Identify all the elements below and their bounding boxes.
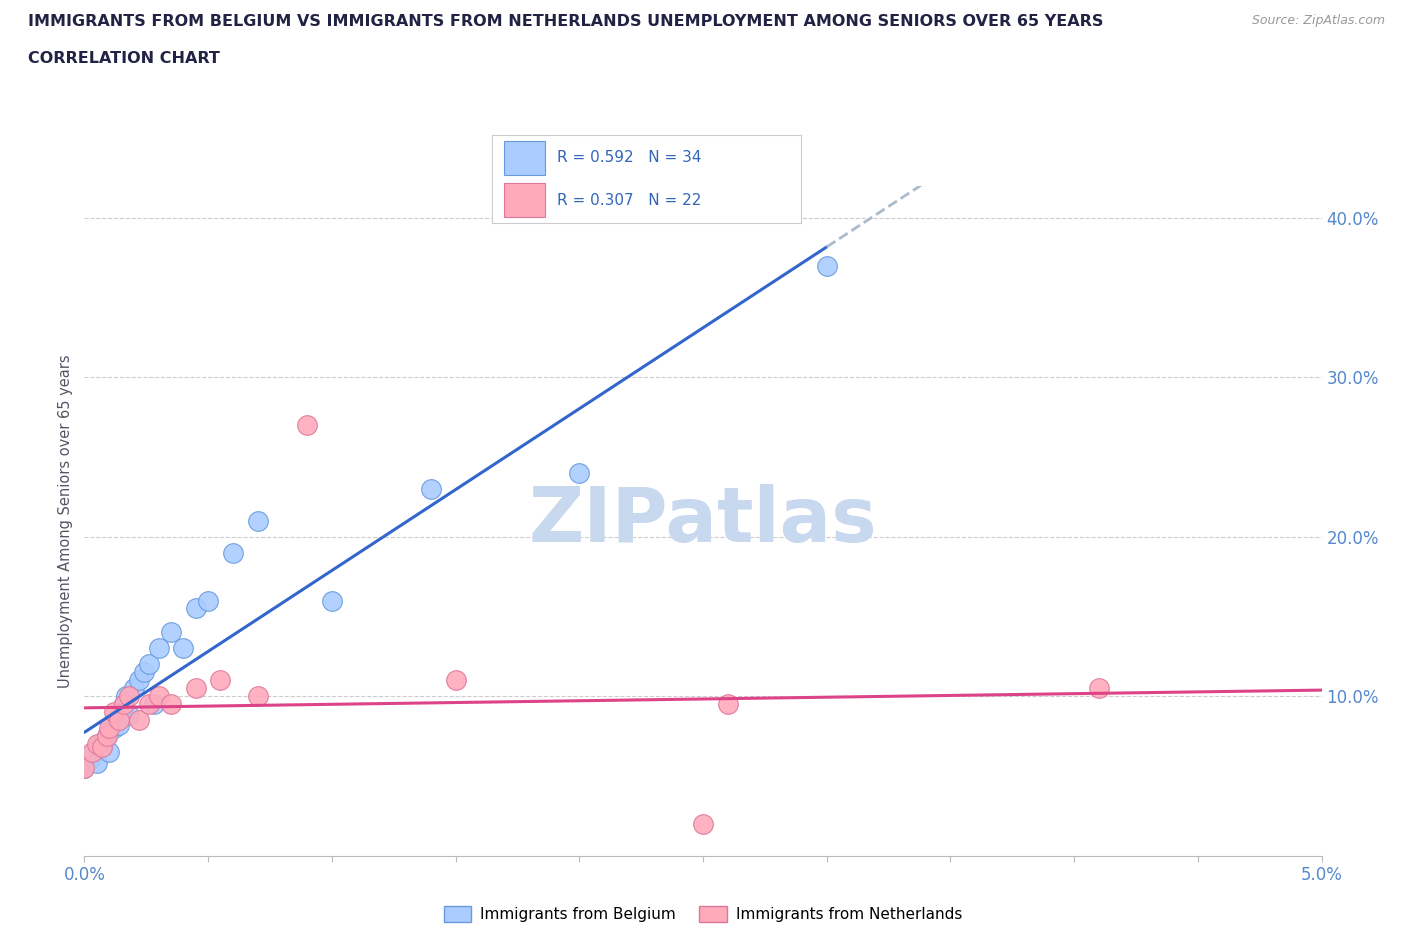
FancyBboxPatch shape xyxy=(505,141,544,175)
Point xyxy=(96,728,118,743)
Point xyxy=(321,593,343,608)
Point xyxy=(444,672,467,687)
Point xyxy=(1088,681,1111,696)
Point xyxy=(419,482,441,497)
Point xyxy=(128,672,150,687)
Text: IMMIGRANTS FROM BELGIUM VS IMMIGRANTS FROM NETHERLANDS UNEMPLOYMENT AMONG SENIOR: IMMIGRANTS FROM BELGIUM VS IMMIGRANTS FR… xyxy=(28,14,1104,29)
Text: Source: ZipAtlas.com: Source: ZipAtlas.com xyxy=(1251,14,1385,27)
Text: R = 0.307   N = 22: R = 0.307 N = 22 xyxy=(557,193,702,207)
Point xyxy=(73,761,96,776)
Point xyxy=(86,756,108,771)
Point xyxy=(148,641,170,656)
Point xyxy=(132,665,155,680)
Point xyxy=(108,717,131,732)
Point xyxy=(209,672,232,687)
Point xyxy=(79,752,101,767)
Point xyxy=(83,745,105,760)
Point xyxy=(118,708,141,723)
Point xyxy=(717,697,740,711)
Point xyxy=(160,625,183,640)
Y-axis label: Unemployment Among Seniors over 65 years: Unemployment Among Seniors over 65 years xyxy=(58,354,73,687)
Point xyxy=(184,681,207,696)
Point xyxy=(172,641,194,656)
Point xyxy=(93,734,115,749)
FancyBboxPatch shape xyxy=(505,183,544,217)
Point xyxy=(73,761,96,776)
Point xyxy=(89,737,111,751)
Point xyxy=(692,817,714,831)
Point xyxy=(568,466,591,481)
Point xyxy=(160,697,183,711)
Point xyxy=(138,657,160,671)
Point xyxy=(112,697,135,711)
Point xyxy=(90,739,112,754)
Text: ZIPatlas: ZIPatlas xyxy=(529,484,877,558)
Point xyxy=(246,689,269,704)
Point xyxy=(138,697,160,711)
Text: R = 0.592   N = 34: R = 0.592 N = 34 xyxy=(557,151,702,166)
Point xyxy=(98,724,121,738)
Legend: Immigrants from Belgium, Immigrants from Netherlands: Immigrants from Belgium, Immigrants from… xyxy=(437,900,969,928)
Point xyxy=(122,681,145,696)
Point xyxy=(142,697,165,711)
Point xyxy=(80,750,103,764)
Point xyxy=(108,712,131,727)
Point xyxy=(103,705,125,720)
Point xyxy=(86,737,108,751)
Point xyxy=(110,705,132,720)
Point xyxy=(90,739,112,754)
Point xyxy=(103,721,125,736)
Point xyxy=(148,689,170,704)
Point xyxy=(96,728,118,743)
Point xyxy=(98,745,121,760)
Point xyxy=(115,689,138,704)
Point xyxy=(184,601,207,616)
Point xyxy=(295,418,318,432)
Point xyxy=(128,712,150,727)
Point xyxy=(815,259,838,273)
Text: CORRELATION CHART: CORRELATION CHART xyxy=(28,51,219,66)
Point xyxy=(105,712,128,727)
Point xyxy=(118,689,141,704)
Point xyxy=(80,745,103,760)
Point xyxy=(246,513,269,528)
Point xyxy=(197,593,219,608)
Point xyxy=(222,545,245,560)
Point xyxy=(112,697,135,711)
Point xyxy=(98,721,121,736)
